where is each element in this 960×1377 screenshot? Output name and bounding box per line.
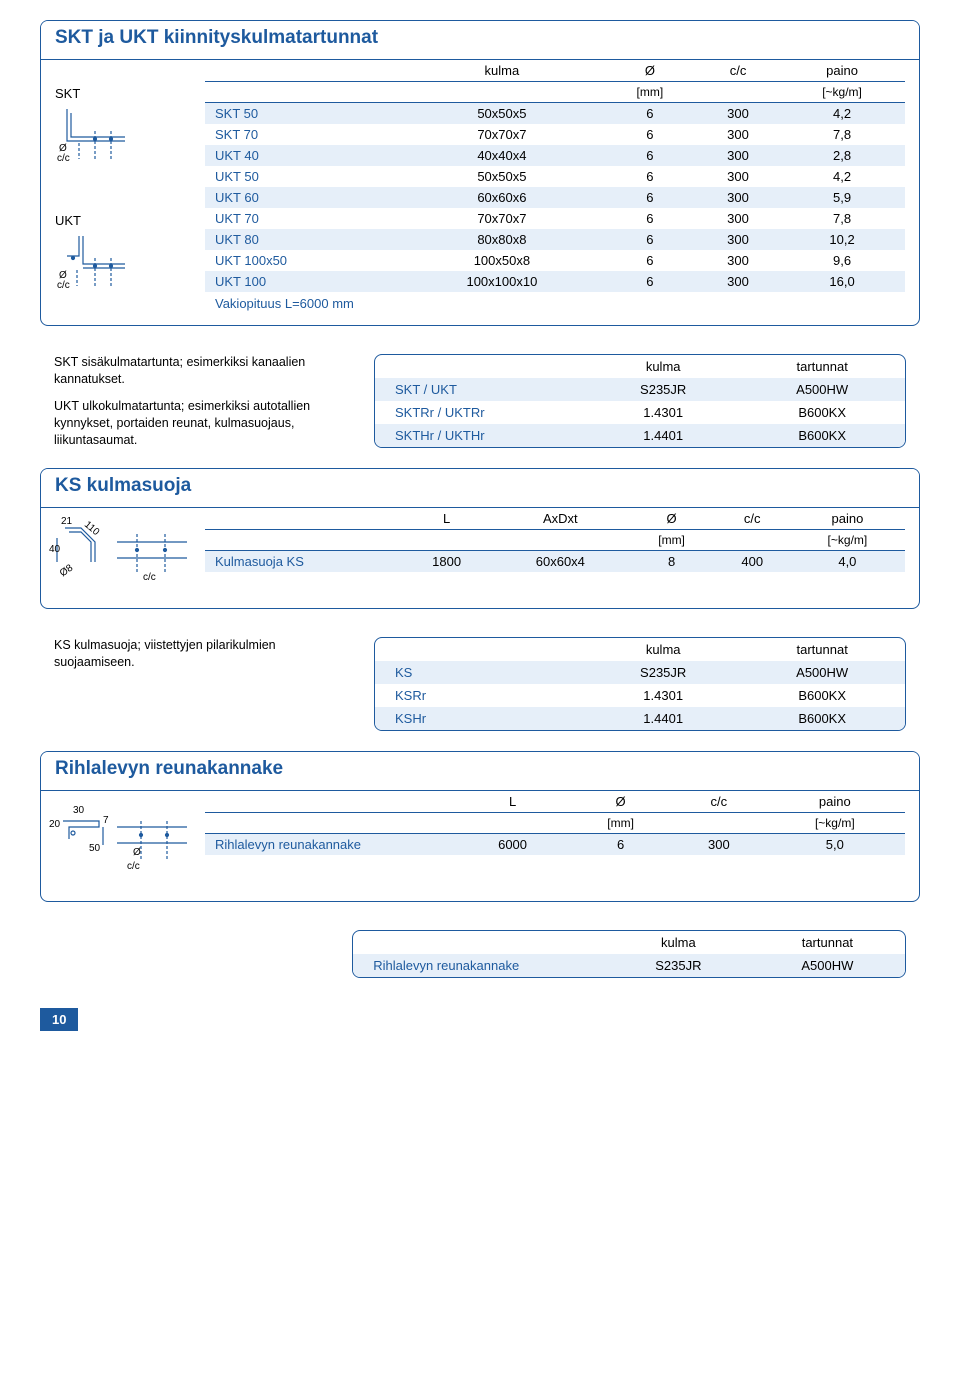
skt-ukt-table: kulma Ø c/c paino [mm] [~kg/m] SKT 5050x…: [205, 60, 905, 292]
svg-text:7: 7: [103, 815, 109, 826]
skt-ukt-material-table: kulmatartunnat SKT / UKTS235JRA500HWSKTR…: [375, 355, 905, 447]
rihla-material-table: kulmatartunnat Rihlalevyn reunakannake S…: [353, 931, 905, 977]
diagram-label-skt: SKT: [55, 86, 185, 101]
ks-diagram-col: 21 110 40 Ø8 c/c: [55, 508, 185, 594]
table-row: KSS235JRA500HW: [375, 661, 905, 684]
section-rihla: Rihlalevyn reunakannake 30 20 7 50: [40, 751, 920, 902]
table-row: UKT 8080x80x8630010,2: [205, 229, 905, 250]
skt-diagram: Ø c/c: [55, 101, 165, 161]
table-row: UKT 100100x100x10630016,0: [205, 271, 905, 292]
table-row: KSRr1.4301B600KX: [375, 684, 905, 707]
table-row: SKT 5050x50x563004,2: [205, 103, 905, 125]
table-row: UKT 7070x70x763007,8: [205, 208, 905, 229]
svg-text:c/c: c/c: [127, 861, 140, 872]
table-row: SKTRr / UKTRr1.4301B600KX: [375, 401, 905, 424]
table-row: UKT 4040x40x463002,8: [205, 145, 905, 166]
svg-text:50: 50: [89, 843, 101, 854]
rihla-diagram-col: 30 20 7 50 Ø c/c: [55, 791, 185, 887]
table-row: SKT / UKTS235JRA500HW: [375, 378, 905, 401]
svg-text:c/c: c/c: [57, 280, 70, 288]
ks-diagram: 21 110 40 Ø8 c/c: [47, 514, 217, 594]
ks-description: KS kulmasuoja; viistettyjen pilarikulmie…: [54, 637, 334, 671]
section-title: KS kulmasuoja: [41, 469, 919, 507]
table-row: UKT 6060x60x663005,9: [205, 187, 905, 208]
section-ks: KS kulmasuoja 21 110 40 Ø8 c: [40, 468, 920, 609]
svg-text:Ø: Ø: [133, 847, 141, 858]
std-length-note: Vakiopituus L=6000 mm: [205, 292, 905, 311]
section-title: Rihlalevyn reunakannake: [41, 752, 919, 790]
ukt-diagram: Ø c/c: [55, 228, 165, 288]
svg-text:c/c: c/c: [143, 572, 156, 583]
table-row: SKT 7070x70x763007,8: [205, 124, 905, 145]
section-title: SKT ja UKT kiinnityskulmatartunnat: [41, 21, 919, 59]
svg-text:21: 21: [61, 516, 73, 527]
table-row: UKT 100x50100x50x863009,6: [205, 250, 905, 271]
diagram-label-ukt: UKT: [55, 213, 185, 228]
rihla-table: L Ø c/c paino [mm] [~kg/m] Rihlalevyn re…: [205, 791, 905, 855]
table-row: UKT 5050x50x563004,2: [205, 166, 905, 187]
rihla-diagram: 30 20 7 50 Ø c/c: [47, 797, 217, 887]
table-row: SKTHr / UKTHr1.4401B600KX: [375, 424, 905, 447]
section-skt-ukt: SKT ja UKT kiinnityskulmatartunnat SKT Ø: [40, 20, 920, 326]
ks-material-table: kulmatartunnat KSS235JRA500HWKSRr1.4301B…: [375, 638, 905, 730]
skt-ukt-description: SKT sisäkulmatartunta; esimerkiksi kanaa…: [54, 354, 334, 448]
svg-text:Ø8: Ø8: [58, 563, 76, 580]
page-number: 10: [40, 1008, 78, 1031]
svg-text:30: 30: [73, 805, 85, 816]
diagrams-col: SKT Ø c/c UKT: [55, 60, 185, 311]
svg-text:c/c: c/c: [57, 153, 70, 161]
svg-text:40: 40: [49, 544, 61, 555]
table-row: KSHr1.4401B600KX: [375, 707, 905, 730]
svg-text:20: 20: [49, 819, 61, 830]
ks-table: L AxDxt Ø c/c paino [mm] [~kg/m] Kulmasu…: [205, 508, 905, 572]
